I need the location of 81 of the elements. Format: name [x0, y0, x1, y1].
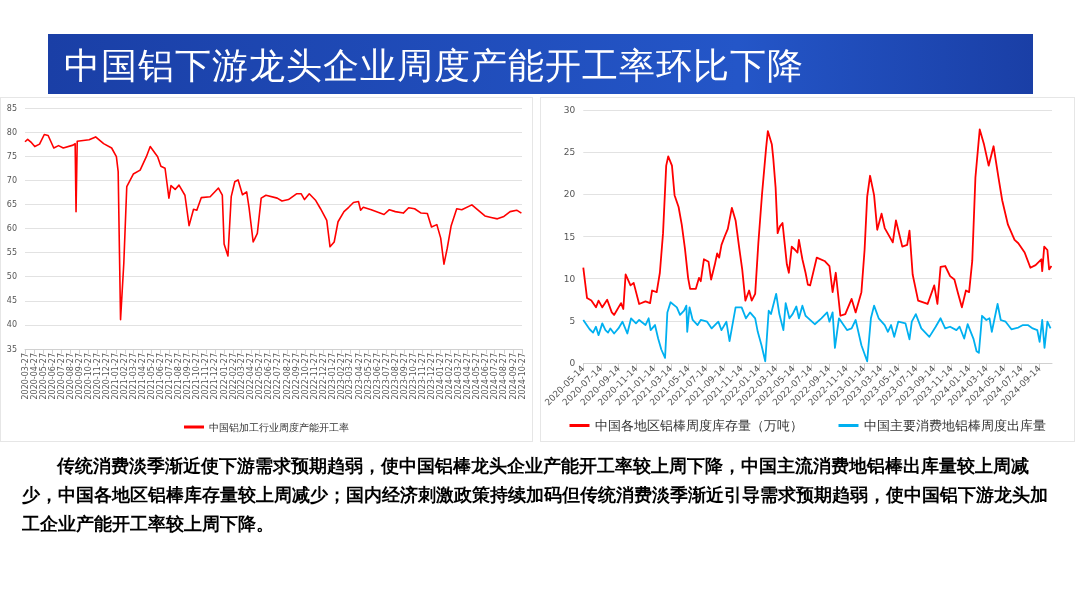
x-tick-label: 2023-03-27	[345, 353, 355, 400]
legend-label: 中国主要消费地铝棒周度出库量	[863, 418, 1046, 433]
x-tick-label: 2021-07-27	[165, 353, 174, 400]
x-tick-label: 2020-11-27	[93, 353, 103, 400]
x-tick-label: 2022-11-27	[309, 353, 319, 400]
y-tick-label: 85	[6, 103, 17, 113]
line-series	[24, 133, 523, 321]
x-tick-label: 2023-07-27	[381, 353, 391, 400]
y-tick-label: 25	[563, 147, 576, 158]
x-tick-label: 2020-10-27	[84, 353, 93, 400]
legend-label: 中国铝加工行业周度产能开工率	[209, 421, 349, 433]
text: 传统消费淡季渐近使下游需求预期趋弱，使中国铝棒龙头企业产能开工率较上周下降，中国主流消费地铝棒出库量较上周减少，中国各地区铝棒库存量较上周减少；国内经济刺激政策持续加码但传统消费淡季渐近引导需求预期趋弱，使中国铝下游龙头加工企业产能开工率较上周下降。	[22, 455, 1049, 536]
x-tick-label: 2022-06-27	[264, 353, 274, 400]
x-tick-label: 2021-03-27	[128, 353, 138, 400]
x-tick-label: 2021-09-27	[183, 353, 193, 400]
x-tick-label: 2022-04-27	[246, 353, 256, 400]
x-tick-label: 2021-11-27	[201, 353, 211, 400]
x-tick-label: 2023-12-27	[427, 353, 436, 400]
x-tick-label: 2021-02-27	[120, 353, 130, 400]
x-tick-label: 2022-01-27	[219, 353, 229, 400]
x-tick-label: 2024-07-27	[490, 353, 500, 400]
x-tick-label: 2020-12-27	[102, 353, 112, 400]
x-tick-label: 2022-03-27	[237, 353, 247, 400]
y-tick-label: 40	[6, 320, 17, 330]
x-tick-label: 2023-02-27	[337, 353, 347, 400]
x-tick-label: 2020-03-27	[20, 353, 30, 400]
y-tick-label: 60	[6, 224, 17, 233]
x-tick-label: 2023-11-27	[418, 353, 428, 400]
x-tick-label: 2023-09-27	[400, 353, 409, 400]
x-tick-label: 2024-03-27	[454, 353, 463, 400]
x-tick-label: 2020-04-27	[29, 353, 39, 400]
x-tick-label: 2023-05-27	[363, 353, 373, 400]
x-tick-label: 2022-12-27	[318, 353, 328, 400]
x-tick-label: 2022-10-27	[300, 353, 310, 400]
x-tick-label: 2024-09-27	[508, 353, 518, 400]
x-tick-label: 2021-01-27	[111, 353, 121, 400]
x-tick-label: 2022-02-27	[228, 353, 238, 400]
x-tick-label: 2024-02-27	[445, 353, 455, 400]
x-tick-label: 2020-08-27	[65, 353, 75, 400]
x-tick-label: 2021-10-27	[192, 353, 202, 400]
x-tick-label: 2021-04-27	[138, 353, 147, 400]
x-tick-label: 2021-08-27	[174, 353, 184, 400]
x-tick-label: 2022-08-27	[282, 353, 292, 400]
y-tick-label: 55	[6, 248, 17, 258]
y-tick-label: 5	[569, 315, 576, 326]
x-tick-label: 2020-07-27	[56, 353, 66, 400]
x-tick-label: 2023-01-27	[327, 353, 337, 400]
x-tick-label: 2023-06-27	[372, 353, 382, 400]
x-tick-label: 2024-08-27	[499, 353, 509, 400]
x-tick-label: 2021-12-27	[210, 353, 220, 400]
y-tick-label: 35	[6, 344, 17, 354]
line-series	[582, 128, 1053, 317]
x-tick-label: 2023-10-27	[408, 353, 418, 400]
x-tick-label: 2022-07-27	[273, 353, 283, 400]
x-tick-label: 2024-10-27	[517, 353, 527, 400]
x-tick-label: 2024-04-27	[463, 353, 473, 400]
y-tick-label: 0	[569, 358, 576, 368]
chart-title: 中国铝下游龙头企业周度产能开工率环比下降	[64, 44, 804, 88]
y-tick-label: 65	[6, 199, 17, 209]
y-tick-label: 70	[6, 175, 17, 185]
x-tick-label: 2021-06-27	[156, 353, 166, 400]
x-tick-label: 2024-01-27	[436, 353, 446, 400]
y-tick-label: 75	[6, 151, 17, 161]
x-tick-label: 2020-05-27	[38, 353, 48, 400]
y-tick-label: 80	[6, 127, 17, 137]
x-tick-label: 2022-09-27	[291, 353, 301, 400]
x-tick-label: 2021-05-27	[146, 353, 156, 400]
y-tick-label: 45	[6, 296, 17, 306]
y-tick-label: 30	[563, 105, 576, 115]
x-tick-label: 2022-05-27	[255, 353, 265, 400]
y-tick-label: 50	[6, 272, 17, 282]
y-tick-label: 15	[563, 231, 576, 242]
y-tick-label: 10	[563, 273, 576, 284]
x-tick-label: 2023-04-27	[354, 353, 364, 400]
x-tick-label: 2024-06-27	[481, 353, 491, 400]
legend-label: 中国各地区铝棒周度库存量（万吨）	[594, 418, 803, 433]
x-tick-label: 2024-05-27	[472, 353, 482, 400]
x-tick-label: 2020-06-27	[47, 353, 57, 400]
x-tick-label: 2020-09-27	[75, 353, 85, 400]
y-tick-label: 20	[563, 189, 576, 200]
x-tick-label: 2023-08-27	[390, 353, 400, 400]
